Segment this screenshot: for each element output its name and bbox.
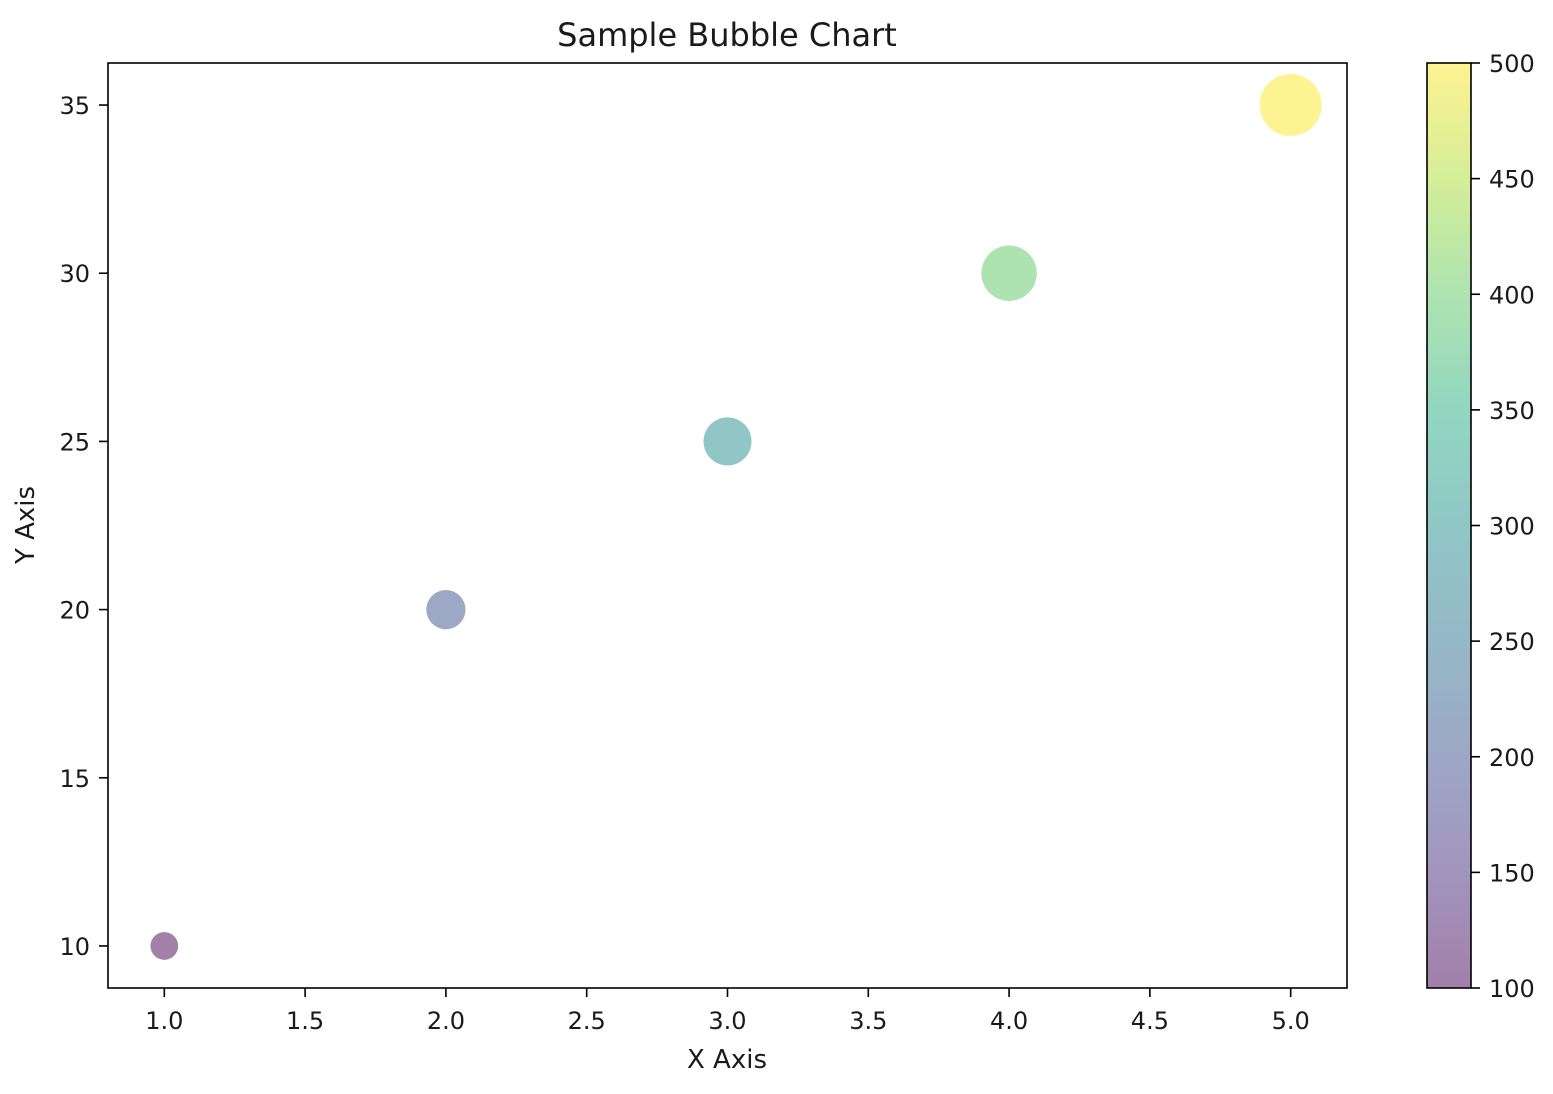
y-tick-label: 30 — [59, 260, 90, 288]
x-tick-label: 1.0 — [145, 1007, 183, 1035]
colorbar-tick-label: 100 — [1489, 975, 1535, 1003]
bubble-point — [981, 245, 1037, 301]
plot-background — [108, 63, 1347, 988]
x-tick-label: 3.0 — [708, 1007, 746, 1035]
colorbar-tick-label: 400 — [1489, 281, 1535, 309]
y-axis: 10 15 20 25 30 35 — [59, 92, 108, 961]
bubble-series — [150, 74, 1322, 960]
bubble-point — [1259, 74, 1322, 137]
x-tick-label: 4.5 — [1131, 1007, 1169, 1035]
x-tick-label: 2.5 — [568, 1007, 606, 1035]
x-tick-label: 4.0 — [990, 1007, 1028, 1035]
colorbar-tick-label: 500 — [1489, 50, 1535, 78]
colorbar-tick-label: 150 — [1489, 859, 1535, 887]
colorbar-tick-label: 200 — [1489, 744, 1535, 772]
x-axis-label: X Axis — [687, 1045, 767, 1075]
colorbar-tick-label: 350 — [1489, 397, 1535, 425]
bubble-point — [426, 589, 466, 630]
x-axis: 1.0 1.5 2.0 2.5 3.0 3.5 4.0 4.5 5.0 — [145, 988, 1310, 1035]
bubble-point — [703, 417, 752, 466]
colorbar-gradient — [1427, 63, 1471, 988]
x-tick-label: 2.0 — [427, 1007, 465, 1035]
y-axis-label: Y Axis — [11, 486, 41, 565]
colorbar-tick-label: 450 — [1489, 166, 1535, 194]
colorbar: 100 150 200 250 300 350 400 450 500 — [1426, 50, 1535, 1003]
colorbar-tick-label: 250 — [1489, 628, 1535, 656]
bubble-point — [150, 932, 179, 960]
colorbar-axis: 100 150 200 250 300 350 400 450 500 — [1471, 50, 1535, 1003]
y-tick-label: 10 — [59, 933, 90, 961]
y-tick-label: 25 — [59, 428, 90, 456]
colorbar-tick-label: 300 — [1489, 513, 1535, 541]
chart-title: Sample Bubble Chart — [557, 16, 897, 54]
y-tick-label: 20 — [59, 597, 90, 625]
x-tick-label: 1.5 — [286, 1007, 324, 1035]
plot-area — [108, 63, 1347, 988]
x-tick-label: 5.0 — [1272, 1007, 1310, 1035]
x-tick-label: 3.5 — [849, 1007, 887, 1035]
y-tick-label: 35 — [59, 92, 90, 120]
y-tick-label: 15 — [59, 765, 90, 793]
